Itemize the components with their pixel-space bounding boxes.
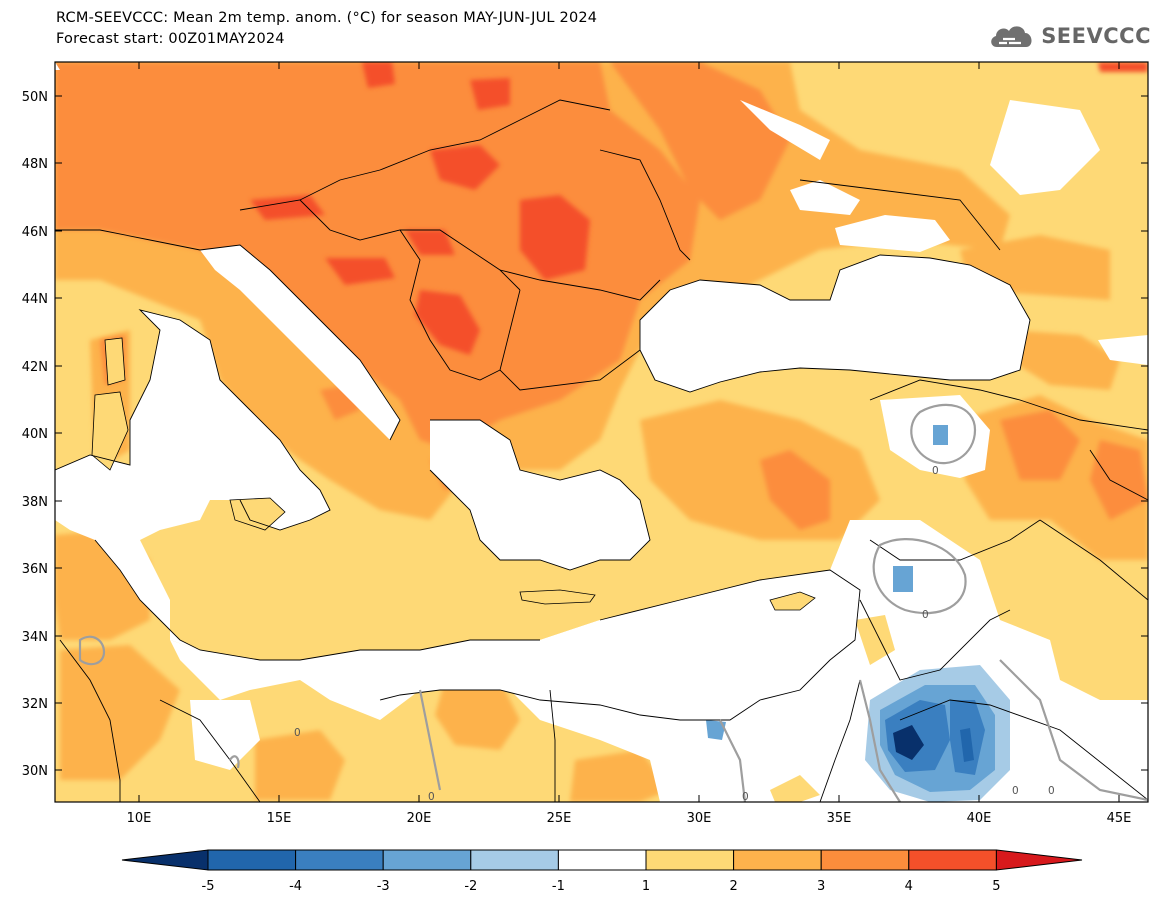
lat-label: 46N [22,225,48,240]
lat-axis: 50N 48N 46N 44N 42N 40N 38N 36N 34N 32N … [22,90,1148,779]
fill-1-2-patches [770,615,1090,802]
legend-tick: 3 [817,879,825,894]
coastlines-borders [55,99,1148,802]
contour-label: 0 [932,465,939,477]
sea-mask [55,62,1030,720]
map-frame [54,61,1149,803]
lat-label: 40N [22,427,48,442]
zero-contours [78,403,1148,802]
cloud-logo-icon [991,26,1032,47]
lon-label: 30E [687,811,712,826]
legend-tick: 1 [642,879,650,894]
lat-label: 36N [22,562,48,577]
legend-tick: -4 [289,879,302,894]
legend-swatch-lt-neg5 [121,849,209,871]
forecast-start-label: Forecast start: 00Z01MAY2024 [56,31,285,47]
lon-axis: 10E 15E 20E 25E 30E 35E 40E 45E [127,62,1132,826]
legend-tick: -2 [464,879,477,894]
lon-label: 15E [267,811,292,826]
seevccc-logo: SEEVCCC [987,21,1151,51]
legend-swatch [733,849,822,871]
lat-label: 32N [22,697,48,712]
fill-4-5 [250,62,1148,355]
legend-swatch [382,849,472,871]
legend-swatch-gt-5 [995,849,1083,871]
contour-label: 0 [1048,785,1055,797]
lat-label: 34N [22,630,48,645]
legend-swatch [908,849,997,871]
lon-label: 35E [827,811,852,826]
legend-swatch [470,849,559,871]
legend-tick: -1 [552,879,565,894]
legend-tick: -3 [377,879,390,894]
lat-label: 44N [22,292,48,307]
contour-label: 0 [742,791,749,803]
legend-ticks: -5 -4 -3 -2 -1 1 2 3 4 5 [202,879,1001,894]
logo-text: SEEVCCC [1041,24,1151,48]
lon-label: 40E [967,811,992,826]
contour-label: 0 [1012,785,1019,797]
legend-tick: 2 [729,879,737,894]
small-water [740,100,860,215]
islands [91,337,816,611]
legend-swatch [295,849,384,871]
lat-label: 48N [22,157,48,172]
lat-label: 38N [22,495,48,510]
lat-label: 42N [22,360,48,375]
legend-tick: 4 [905,879,913,894]
contour-label: 0 [428,791,435,803]
legend-swatch [820,849,910,871]
contour-labels: 0 0 0 0 0 0 0 [294,465,1055,803]
lon-label: 45E [1107,811,1132,826]
legend-swatch [557,849,647,871]
legend-swatch [645,849,735,871]
legend-tick: 5 [992,879,1000,894]
map-title: RCM-SEEVCCC: Mean 2m temp. anom. (°C) fo… [56,10,598,26]
legend-tick: -5 [202,879,215,894]
lon-label: 20E [407,811,432,826]
legend-swatch [207,849,297,871]
contour-label: 0 [294,727,301,739]
anomaly-field [55,62,1148,802]
contour-label: 0 [922,609,929,621]
color-legend [121,849,1083,871]
lat-label: 30N [22,764,48,779]
fill-negative [706,425,1010,802]
lon-label: 25E [547,811,572,826]
lat-label: 50N [22,90,48,105]
lon-label: 10E [127,811,152,826]
